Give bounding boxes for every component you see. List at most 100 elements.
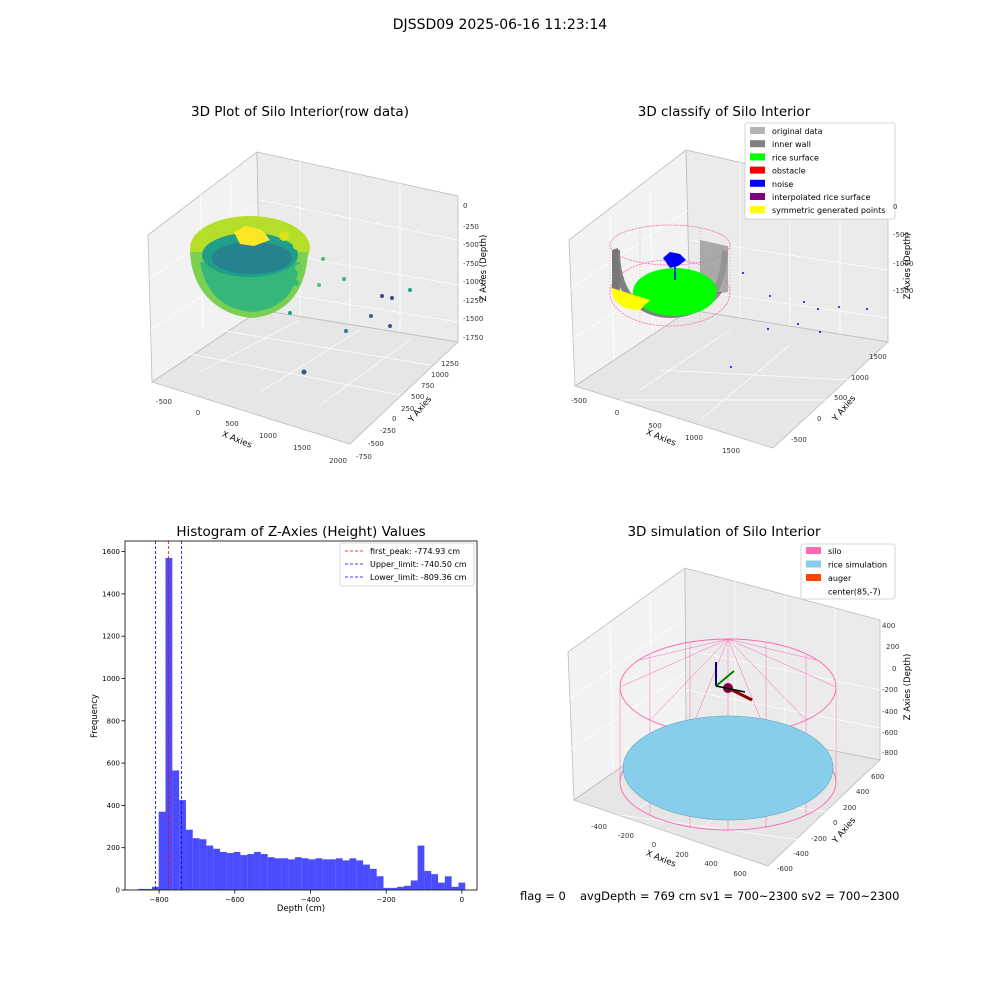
classify-ztick: -1500 — [893, 287, 913, 295]
histogram-bar — [260, 854, 268, 890]
raw-xtick: -500 — [156, 398, 172, 406]
classify-title: 3D classify of Silo Interior — [638, 104, 811, 120]
histogram-xticks: −800 −600 −400 −200 0 — [149, 890, 464, 904]
raw-ytick: -500 — [368, 440, 384, 448]
raw-tick-labels: -500 0 500 1000 1500 2000 -750 -500 -250… — [156, 202, 483, 465]
histogram-bar — [192, 838, 200, 890]
raw-ytick: 250 — [401, 405, 414, 413]
histogram-bar — [247, 854, 255, 890]
classify-tick-labels: -500 0 500 1000 1500 -500 0 500 1000 150… — [571, 203, 913, 455]
histogram-bar — [138, 888, 146, 890]
histogram-bar — [274, 858, 282, 890]
classify-point-cloud — [609, 224, 868, 368]
classify-zlabel: Z Axies (Depth) — [903, 233, 913, 300]
histogram-bar — [288, 859, 295, 890]
classify-ytick: 1000 — [851, 374, 869, 382]
raw-ytick: -750 — [356, 453, 372, 461]
classify-xtick: 1500 — [722, 447, 740, 455]
histogram-bar — [158, 811, 166, 890]
simulation-ytick: -600 — [777, 865, 793, 873]
figure-title: DJSSD09 2025-06-16 11:23:14 — [392, 17, 608, 33]
raw-ztick: -1750 — [463, 334, 483, 342]
histogram-bar — [301, 858, 309, 890]
raw-xtick: 1500 — [293, 444, 311, 452]
classify-xtick: 500 — [648, 422, 661, 430]
histogram-bar — [458, 882, 466, 890]
histogram-bar — [410, 880, 418, 890]
raw-ytick: -250 — [380, 427, 396, 435]
histogram-bar — [349, 858, 357, 890]
histogram-bar — [363, 864, 370, 890]
histogram-legend-box — [339, 542, 475, 587]
simulation-legend-swatch — [806, 547, 821, 554]
simulation-legend-swatch — [806, 587, 821, 595]
histogram-bar — [322, 859, 330, 890]
classify-ztick: -1000 — [893, 260, 913, 268]
histogram-bar — [444, 876, 452, 890]
simulation-ytick: -400 — [793, 850, 809, 858]
simulation-legend-label: auger — [828, 574, 852, 583]
panel-classify-3d: 3D classify of Silo Interior — [568, 104, 913, 455]
classify-legend-swatch — [750, 193, 765, 200]
simulation-ytick: 600 — [871, 773, 884, 781]
panel-raw-3d: 3D Plot of Silo Interior(row data) — [147, 104, 489, 465]
simulation-xtick: 400 — [704, 860, 717, 868]
simulation-legend-label: silo — [828, 547, 842, 556]
histogram-ytick-label: 600 — [107, 760, 120, 768]
histogram-ytick-label: 1400 — [102, 590, 120, 598]
simulation-legend-swatch — [806, 574, 821, 581]
simulation-xtick: 200 — [675, 851, 688, 859]
footer-flag: flag = 0 — [520, 889, 566, 903]
simulation-ztick: -400 — [882, 708, 898, 716]
classify-legend-label: noise — [772, 180, 793, 189]
histogram-bar — [438, 882, 445, 890]
simulation-title: 3D simulation of Silo Interior — [627, 524, 821, 540]
raw-ztick: -250 — [463, 223, 479, 231]
histogram-bar — [451, 886, 459, 890]
histogram-bar — [342, 860, 350, 890]
histogram-bar — [267, 857, 275, 890]
raw-axes-box — [147, 151, 459, 445]
histogram-bar — [172, 770, 180, 890]
simulation-ztick: -200 — [882, 686, 898, 694]
footer-stats: avgDepth = 769 cm sv1 = 700~2300 sv2 = 7… — [580, 889, 900, 903]
histogram-bar — [390, 887, 398, 890]
raw-title: 3D Plot of Silo Interior(row data) — [191, 104, 409, 120]
classify-legend-swatch — [750, 140, 765, 148]
classify-legend-label: obstacle — [772, 167, 806, 176]
raw-ytick: 500 — [411, 393, 424, 401]
histogram-legend-label: Lower_limit: -809.36 cm — [370, 573, 467, 582]
histogram-legend: first_peak: -774.93 cm Upper_limit: -740.… — [339, 542, 475, 587]
simulation-ytick: 400 — [856, 788, 869, 796]
histogram-bar — [417, 845, 425, 890]
histogram-vlines — [155, 541, 182, 890]
histogram-xtick-label: −800 — [149, 896, 168, 904]
simulation-xtick: -400 — [591, 823, 607, 831]
classify-legend-box — [744, 122, 896, 220]
raw-ytick: 0 — [392, 415, 396, 423]
raw-ytick: 1000 — [431, 371, 449, 379]
simulation-ytick: 0 — [833, 819, 837, 827]
histogram-bar — [383, 887, 391, 890]
histogram-bar — [424, 870, 432, 890]
classify-legend-label: interpolated rice surface — [772, 193, 870, 202]
histogram-xtick-label: −400 — [301, 896, 320, 904]
histogram-bar — [369, 868, 377, 890]
histogram-bar — [206, 845, 214, 890]
classify-legend-label: symmetric generated points — [772, 206, 885, 215]
simulation-ztick: 200 — [886, 643, 899, 651]
histogram-bar — [315, 858, 323, 890]
histogram-bar — [281, 858, 289, 890]
classify-ztick: 0 — [893, 203, 897, 211]
simulation-legend-label: center(85,-7) — [828, 588, 881, 597]
histogram-bar — [199, 839, 207, 890]
classify-legend-swatch — [750, 153, 765, 161]
raw-ztick: 0 — [463, 202, 467, 210]
histogram-legend-label: Upper_limit: -740.50 cm — [370, 560, 467, 569]
classify-xtick: 1000 — [685, 434, 703, 442]
classify-legend-swatch — [750, 127, 765, 134]
classify-ytick: -500 — [791, 436, 807, 444]
raw-xlabel: X Axies — [220, 430, 253, 451]
classify-ztick: -500 — [893, 231, 909, 239]
